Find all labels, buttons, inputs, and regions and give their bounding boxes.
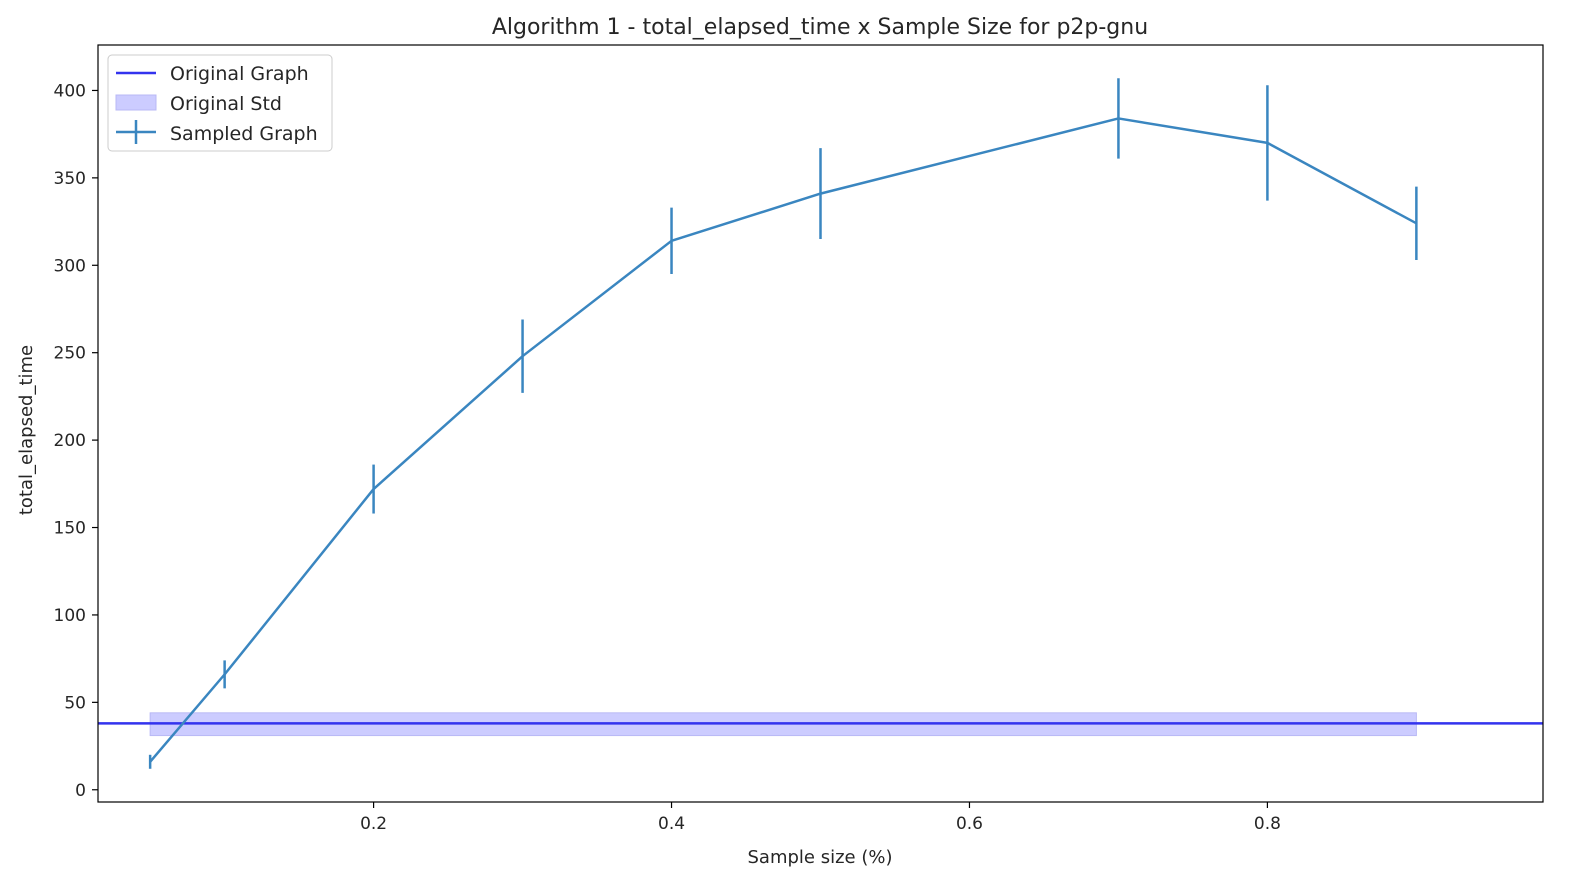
y-axis-label: total_elapsed_time: [16, 345, 37, 515]
chart-title: Algorithm 1 - total_elapsed_time x Sampl…: [492, 15, 1148, 40]
x-tick-label: 0.2: [360, 814, 387, 834]
x-tick-label: 0.6: [956, 814, 983, 834]
legend-label-sampled-graph: Sampled Graph: [170, 123, 318, 145]
sampled-graph-line: [149, 117, 1417, 763]
legend-box: [107, 54, 333, 152]
y-tick-label: 150: [54, 519, 86, 539]
x-tick-label: 0.8: [1254, 814, 1281, 834]
y-axis: 0 50 100 150 200 250 300 350 400: [54, 81, 98, 801]
y-tick-label: 300: [54, 256, 86, 276]
x-tick-label: 0.4: [658, 814, 685, 834]
y-tick-label: 250: [54, 344, 86, 364]
legend-label-original-graph: Original Graph: [170, 63, 309, 85]
x-axis: 0.2 0.4 0.6 0.8: [360, 802, 1281, 834]
y-tick-label: 0: [75, 781, 86, 801]
legend: Original Graph Original Std Sampled Grap…: [107, 54, 333, 152]
legend-label-original-std: Original Std: [170, 93, 282, 115]
y-tick-label: 100: [54, 606, 86, 626]
legend-swatch-original-std: [115, 94, 157, 111]
plot-area: [97, 44, 1544, 803]
y-tick-label: 400: [54, 81, 86, 101]
x-axis-label: Sample size (%): [748, 847, 893, 868]
y-tick-label: 200: [54, 431, 86, 451]
y-tick-label: 350: [54, 169, 86, 189]
y-tick-label: 50: [64, 693, 86, 713]
plot-frame: [97, 44, 1544, 803]
